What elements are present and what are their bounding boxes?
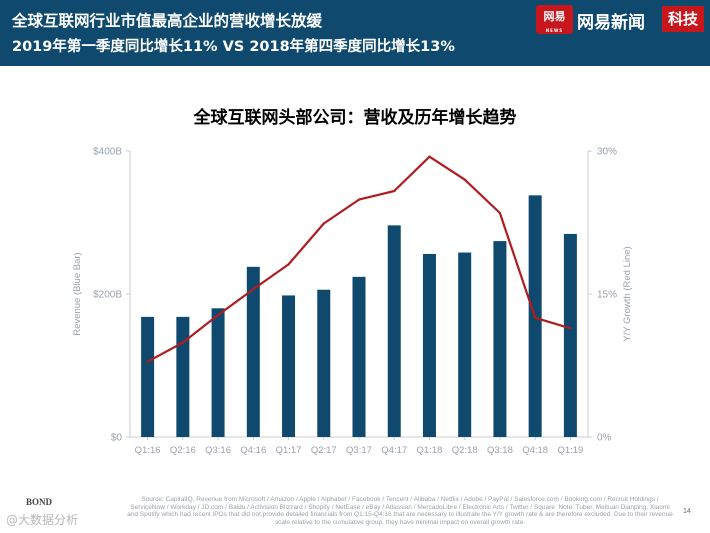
growth-point bbox=[463, 178, 466, 181]
x-tick-label: Q3:18 bbox=[487, 445, 513, 456]
brand-name: 网易新闻 bbox=[577, 13, 645, 33]
right-tick-label: 0% bbox=[597, 433, 612, 444]
bond-logo: BOND bbox=[26, 497, 53, 507]
revenue-bar bbox=[387, 225, 401, 437]
growth-point bbox=[252, 288, 255, 291]
bar-series bbox=[141, 195, 577, 437]
x-tick-label: Q1:17 bbox=[276, 445, 302, 456]
x-tick-label: Q2:17 bbox=[311, 445, 337, 456]
source-note: Source: CapitalIQ. Revenue from Microsof… bbox=[127, 496, 673, 526]
x-tick-label: Q1:18 bbox=[417, 445, 443, 456]
left-tick-label: $400B bbox=[93, 147, 122, 158]
x-tick-label: Q1:19 bbox=[557, 445, 583, 456]
growth-point bbox=[533, 316, 537, 320]
x-tick-label: Q2:16 bbox=[170, 445, 196, 456]
revenue-bar bbox=[422, 253, 436, 437]
growth-point bbox=[498, 211, 502, 215]
left-tick-label: $200B bbox=[93, 290, 122, 301]
chart-title: 全球互联网头部公司：营收及历年增长趋势 bbox=[193, 108, 517, 128]
growth-point bbox=[216, 313, 220, 317]
left-tick-label: $0 bbox=[111, 433, 123, 444]
right-tick-label: 15% bbox=[597, 290, 617, 301]
x-tick-label: Q3:17 bbox=[346, 445, 372, 456]
headline: 全球互联网行业市值最高企业的营收增长放缓 bbox=[12, 12, 323, 30]
brand-tag: 科技 bbox=[662, 6, 704, 32]
x-tick-label: Q1:16 bbox=[135, 445, 161, 456]
revenue-bar bbox=[282, 295, 296, 437]
revenue-bar bbox=[176, 316, 190, 437]
revenue-bar bbox=[141, 316, 155, 437]
growth-point bbox=[393, 189, 396, 193]
left-axis-title: Revenue (Blue Bar) bbox=[72, 252, 83, 335]
growth-point bbox=[428, 155, 431, 158]
x-tick-label: Q4:18 bbox=[522, 445, 548, 456]
line-series bbox=[146, 155, 572, 363]
netease-logo-text: 网易 bbox=[543, 10, 566, 23]
x-tick-label: Q4:16 bbox=[240, 445, 266, 456]
watermark: @大数据分析 bbox=[6, 513, 79, 527]
page-number: 14 bbox=[683, 508, 691, 515]
revenue-bar bbox=[352, 276, 366, 437]
growth-point bbox=[181, 341, 185, 344]
revenue-bar bbox=[563, 233, 577, 437]
revenue-bar bbox=[458, 252, 472, 437]
revenue-bar bbox=[317, 289, 331, 437]
growth-point bbox=[146, 360, 149, 363]
axis-labels: $0 $200B $400B 0% 15% 30% Revenue (Blue Bar) Y/… bbox=[72, 147, 633, 457]
growth-point bbox=[322, 222, 325, 225]
x-tick-label: Q4:17 bbox=[381, 445, 407, 456]
revenue-bar bbox=[493, 241, 507, 437]
netease-logo-sub: NEWS bbox=[545, 28, 564, 33]
growth-point bbox=[287, 263, 290, 266]
subheadline: 2019年第一季度同比增长11% VS 2018年第四季度同比增长13% bbox=[12, 39, 455, 55]
header-bar: 全球互联网行业市值最高企业的营收增长放缓 2019年第一季度同比增长11% VS… bbox=[0, 0, 710, 66]
revenue-bar bbox=[211, 308, 225, 437]
growth-point bbox=[569, 327, 572, 330]
right-tick-label: 30% bbox=[597, 147, 617, 158]
growth-point bbox=[357, 198, 361, 201]
netease-logo: 网易 NEWS bbox=[536, 5, 573, 34]
right-axis-title: Y/Y Growth (Red Line) bbox=[622, 246, 633, 341]
revenue-bar bbox=[246, 266, 260, 437]
x-tick-label: Q3:16 bbox=[205, 445, 231, 456]
x-tick-label: Q2:18 bbox=[452, 445, 478, 456]
